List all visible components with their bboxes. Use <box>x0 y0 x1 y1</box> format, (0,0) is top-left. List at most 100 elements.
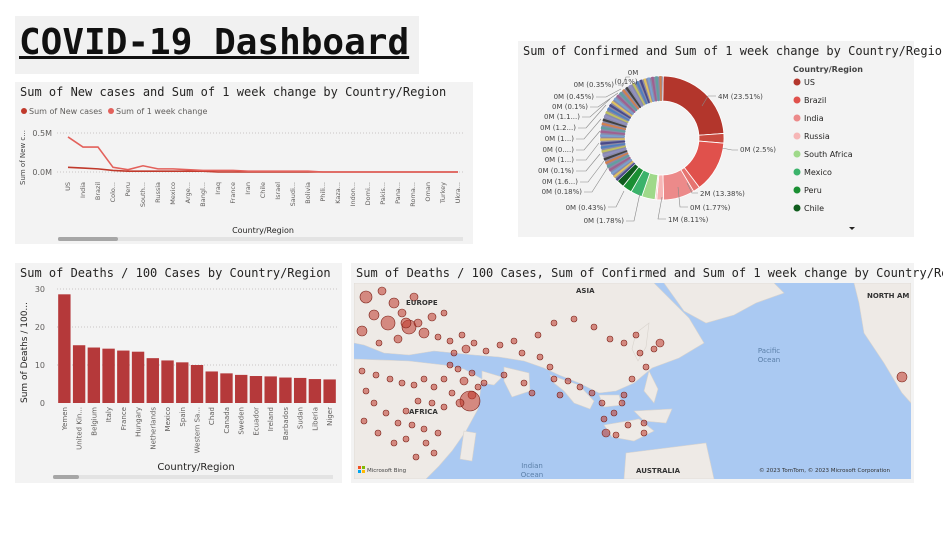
line-chart[interactable]: Sum of New cases Sum of 1 week change Su… <box>15 82 473 244</box>
map-bubble[interactable] <box>600 415 608 423</box>
map-bubble[interactable] <box>382 409 390 417</box>
map-bubble[interactable] <box>450 349 458 357</box>
donut-slice-small[interactable] <box>601 145 627 153</box>
donut-slice-small[interactable] <box>611 100 633 117</box>
bar[interactable] <box>117 350 130 403</box>
bar[interactable] <box>176 362 189 403</box>
bar[interactable] <box>323 379 336 403</box>
map-bubble[interactable] <box>356 325 368 337</box>
line-series-week-change[interactable] <box>67 136 458 173</box>
line-scroll-thumb[interactable] <box>58 237 118 241</box>
bar-scroll-thumb[interactable] <box>53 475 79 479</box>
map-bubble[interactable] <box>482 347 490 355</box>
map-bubble[interactable] <box>418 327 430 339</box>
map-bubble[interactable] <box>510 337 518 345</box>
donut-slice-small[interactable] <box>604 152 629 165</box>
legend-item-label[interactable]: South Africa <box>804 150 853 159</box>
map-bubble[interactable] <box>368 309 380 321</box>
map-bubble[interactable] <box>468 369 476 377</box>
map-bubble[interactable] <box>598 399 606 407</box>
map-bubble[interactable] <box>448 389 456 397</box>
donut-slice-small[interactable] <box>647 77 655 103</box>
donut-slice-small[interactable] <box>600 134 626 138</box>
map-bubble[interactable] <box>386 375 394 383</box>
map-bubble[interactable] <box>393 334 403 344</box>
map-bubble[interactable] <box>480 379 488 387</box>
donut-slice-small[interactable] <box>619 91 638 112</box>
map-bubble[interactable] <box>440 403 448 411</box>
map-bubble[interactable] <box>601 428 611 438</box>
donut-slice-small[interactable] <box>606 107 630 121</box>
bar[interactable] <box>293 377 307 403</box>
map-bubble[interactable] <box>588 389 596 397</box>
map-bubble[interactable] <box>372 371 380 379</box>
donut-slice-small[interactable] <box>600 140 626 145</box>
donut-slice-small[interactable] <box>616 94 636 114</box>
map-bubble[interactable] <box>440 309 448 317</box>
map-bubble[interactable] <box>402 407 410 415</box>
map-svg[interactable]: ASIA EUROPE AFRICA AUSTRALIA NORTH AM Pa… <box>354 283 911 479</box>
map-bubble[interactable] <box>612 431 620 439</box>
bar[interactable] <box>205 371 218 403</box>
bar-scroll-track[interactable] <box>53 475 333 479</box>
map-bubble[interactable] <box>410 381 418 389</box>
map-bubble[interactable] <box>496 341 504 349</box>
map-bubble[interactable] <box>500 371 508 379</box>
donut-slice-small[interactable] <box>600 143 626 149</box>
map-bubble[interactable] <box>470 339 478 347</box>
bar[interactable] <box>72 345 86 403</box>
legend-item-label[interactable]: Chile <box>804 204 824 213</box>
map-bubble[interactable] <box>636 349 644 357</box>
bar[interactable] <box>131 351 145 403</box>
legend-item-label[interactable]: India <box>804 114 824 123</box>
map-bubble[interactable] <box>446 361 454 369</box>
map-bubble[interactable] <box>420 375 428 383</box>
bar[interactable] <box>161 360 174 403</box>
bar[interactable] <box>249 376 263 403</box>
map-bubble[interactable] <box>374 429 382 437</box>
map-bubble[interactable] <box>650 345 658 353</box>
legend-item-label[interactable]: US <box>804 78 815 87</box>
map-bubble[interactable] <box>414 397 422 405</box>
legend-item-label[interactable]: Brazil <box>804 96 826 105</box>
donut-slice-small[interactable] <box>628 84 644 107</box>
map-bubble[interactable] <box>534 331 542 339</box>
map-bubble[interactable] <box>564 377 572 385</box>
legend-item-label[interactable]: Mexico <box>804 168 832 177</box>
map-bubble[interactable] <box>461 344 471 354</box>
map-bubble[interactable] <box>422 439 430 447</box>
map-bubble[interactable] <box>412 453 420 461</box>
map-bubble[interactable] <box>620 339 628 347</box>
donut-slice-small[interactable] <box>613 97 635 115</box>
map-bubble[interactable] <box>380 315 396 331</box>
map-bubble[interactable] <box>446 337 454 345</box>
donut-slice-small[interactable] <box>605 110 629 124</box>
map-bubble[interactable] <box>632 331 640 339</box>
legend-item-label[interactable]: Russia <box>804 132 830 141</box>
map-bubble[interactable] <box>550 375 558 383</box>
map-bubble[interactable] <box>550 319 558 327</box>
map-bubble[interactable] <box>370 399 378 407</box>
donut-slice-small[interactable] <box>610 158 633 175</box>
map-bubble[interactable] <box>642 363 650 371</box>
bar[interactable] <box>87 347 101 403</box>
donut-slice-small[interactable] <box>622 89 640 110</box>
donut-slice-small[interactable] <box>600 130 626 135</box>
map-bubble[interactable] <box>624 421 632 429</box>
donut-slice-small[interactable] <box>659 76 662 102</box>
map-bubble[interactable] <box>459 376 469 386</box>
donut-slice-small[interactable] <box>600 126 626 133</box>
map-bubble[interactable] <box>388 297 400 309</box>
donut-slice-small[interactable] <box>655 76 660 102</box>
donut-slice-small[interactable] <box>625 86 642 109</box>
chevron-down-icon[interactable] <box>849 227 855 230</box>
map-view[interactable]: ASIA EUROPE AFRICA AUSTRALIA NORTH AM Pa… <box>354 283 911 479</box>
map-bubble[interactable] <box>360 417 368 425</box>
map-bubble[interactable] <box>430 383 438 391</box>
map-bubble[interactable] <box>359 290 373 304</box>
map-bubble[interactable] <box>896 371 908 383</box>
map-bubble[interactable] <box>434 333 442 341</box>
map-bubble[interactable] <box>536 353 544 361</box>
map-bubble[interactable] <box>428 399 436 407</box>
line-scroll-track[interactable] <box>58 237 463 241</box>
